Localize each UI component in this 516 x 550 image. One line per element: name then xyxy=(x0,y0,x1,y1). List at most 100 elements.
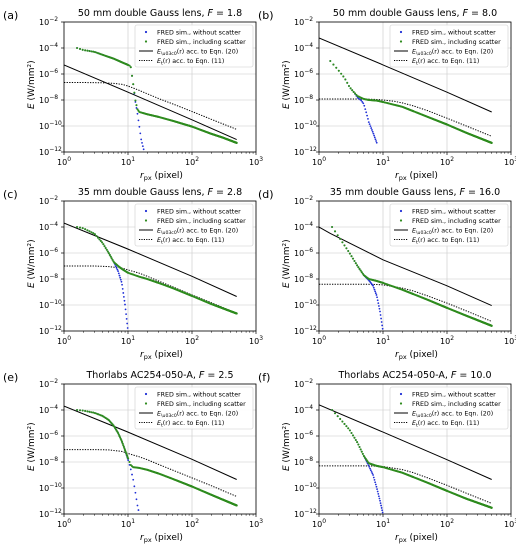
panel-label: (d) xyxy=(258,188,274,201)
data-point-including-scatter xyxy=(110,257,113,260)
legend-label: FRED sim., without scatter xyxy=(412,208,496,215)
data-point-including-scatter xyxy=(84,49,87,52)
legend-label: E\u03c0(r) acc. to Eqn. (20) xyxy=(412,410,493,419)
data-point-including-scatter xyxy=(93,51,96,54)
data-point-without-scatter xyxy=(372,284,374,287)
data-point-including-scatter xyxy=(76,46,79,50)
data-point-without-scatter xyxy=(122,292,125,294)
x-tick-label: 103 xyxy=(249,156,263,167)
chart-panel: 100 101 102 103 10−12 10−10 10−8 10−6 10−4 10−2 rp… xyxy=(3,370,263,544)
legend-marker xyxy=(399,40,403,43)
data-point-including-scatter xyxy=(78,409,82,412)
data-point-without-scatter xyxy=(374,292,377,295)
data-point-without-scatter xyxy=(367,118,369,120)
data-point-including-scatter xyxy=(333,412,337,415)
y-tick-label: 10−4 xyxy=(294,42,313,53)
data-point-including-scatter xyxy=(359,448,362,451)
data-point-without-scatter xyxy=(372,132,375,135)
chart-title: 50 mm double Gauss lens, F = 1.8 xyxy=(78,8,242,19)
x-tick-label: 103 xyxy=(504,518,516,529)
data-point-without-scatter xyxy=(372,476,375,479)
data-point-including-scatter xyxy=(350,255,353,258)
data-point-including-scatter xyxy=(342,75,345,78)
data-point-including-scatter xyxy=(354,438,357,442)
data-point-without-scatter xyxy=(380,507,383,509)
data-point-without-scatter xyxy=(369,125,372,128)
data-point-including-scatter xyxy=(339,237,342,240)
y-tick-label: 10−4 xyxy=(294,221,313,232)
y-tick-label: 10−8 xyxy=(39,94,58,105)
legend-label: Et(r) acc. to Eqn. (11) xyxy=(412,58,479,67)
data-point-without-scatter xyxy=(139,132,142,135)
y-tick-label: 10−12 xyxy=(39,146,62,157)
series-line-eqn20 xyxy=(64,64,237,141)
data-point-including-scatter xyxy=(490,324,493,327)
series-line-eqn11 xyxy=(319,98,492,137)
series-line-eqn11 xyxy=(64,82,237,130)
legend-label: E\u03c0(r) acc. to Eqn. (20) xyxy=(412,48,493,57)
data-point-without-scatter xyxy=(125,313,127,316)
data-point-including-scatter xyxy=(84,409,87,413)
legend-marker xyxy=(144,30,148,34)
legend-marker xyxy=(144,219,148,222)
data-point-without-scatter xyxy=(367,121,370,123)
data-point-including-scatter xyxy=(93,233,96,236)
data-point-including-scatter xyxy=(358,267,361,270)
data-point-without-scatter xyxy=(379,314,382,316)
data-point-without-scatter xyxy=(369,467,371,470)
data-point-without-scatter xyxy=(372,474,374,476)
data-point-without-scatter xyxy=(378,307,381,310)
data-point-including-scatter xyxy=(353,259,356,263)
legend-label: Et(r) acc. to Eqn. (11) xyxy=(157,58,224,67)
data-point-without-scatter xyxy=(381,509,384,512)
legend-label: E\u03c0(r) acc. to Eqn. (20) xyxy=(157,227,238,236)
x-tick-label: 102 xyxy=(185,518,199,529)
y-axis-label: E (W/mm²) xyxy=(27,422,37,471)
data-point-including-scatter xyxy=(346,81,349,84)
data-point-including-scatter xyxy=(339,417,342,421)
data-point-including-scatter xyxy=(345,247,348,250)
x-axis-label: rpx (pixel) xyxy=(395,350,438,361)
y-tick-label: 10−8 xyxy=(39,273,58,284)
series-line-eqn20 xyxy=(64,405,237,480)
data-point-without-scatter xyxy=(135,498,138,501)
data-point-including-scatter xyxy=(135,104,138,107)
data-point-including-scatter xyxy=(235,141,238,144)
data-point-without-scatter xyxy=(373,288,376,291)
panel-label: (f) xyxy=(258,371,270,384)
data-point-without-scatter xyxy=(370,470,373,473)
data-point-including-scatter xyxy=(356,264,359,267)
data-point-including-scatter xyxy=(78,226,82,229)
data-point-including-scatter xyxy=(132,83,135,86)
legend-label: FRED sim., including scatter xyxy=(412,218,501,225)
y-tick-label: 10−6 xyxy=(294,247,313,258)
data-point-without-scatter xyxy=(380,317,382,320)
plot-frame xyxy=(318,21,512,153)
data-point-including-scatter xyxy=(333,230,337,233)
data-point-including-scatter xyxy=(352,90,355,94)
data-point-including-scatter xyxy=(359,269,362,272)
y-tick-label: 10−8 xyxy=(294,94,313,105)
data-point-including-scatter xyxy=(490,506,493,509)
data-point-without-scatter xyxy=(125,317,128,320)
data-point-including-scatter xyxy=(106,250,109,253)
legend-label: FRED sim., including scatter xyxy=(157,39,246,46)
data-point-without-scatter xyxy=(370,127,373,129)
data-point-without-scatter xyxy=(373,478,376,481)
data-point-without-scatter xyxy=(375,485,378,488)
data-point-without-scatter xyxy=(371,129,373,131)
y-tick-label: 10−2 xyxy=(294,195,313,206)
data-point-including-scatter xyxy=(92,50,95,53)
data-point-without-scatter xyxy=(376,488,378,490)
legend-label: Et(r) acc. to Eqn. (11) xyxy=(157,420,224,429)
x-tick-label: 100 xyxy=(57,156,71,167)
legend-label: E\u03c0(r) acc. to Eqn. (20) xyxy=(157,410,238,419)
y-tick-label: 10−12 xyxy=(39,325,62,336)
panel-label: (c) xyxy=(3,188,18,201)
data-point-without-scatter xyxy=(122,296,125,298)
y-tick-label: 10−10 xyxy=(294,120,317,131)
y-tick-label: 10−8 xyxy=(39,456,58,467)
data-point-without-scatter xyxy=(141,145,144,148)
data-point-including-scatter xyxy=(343,244,346,247)
x-tick-label: 102 xyxy=(185,335,199,346)
